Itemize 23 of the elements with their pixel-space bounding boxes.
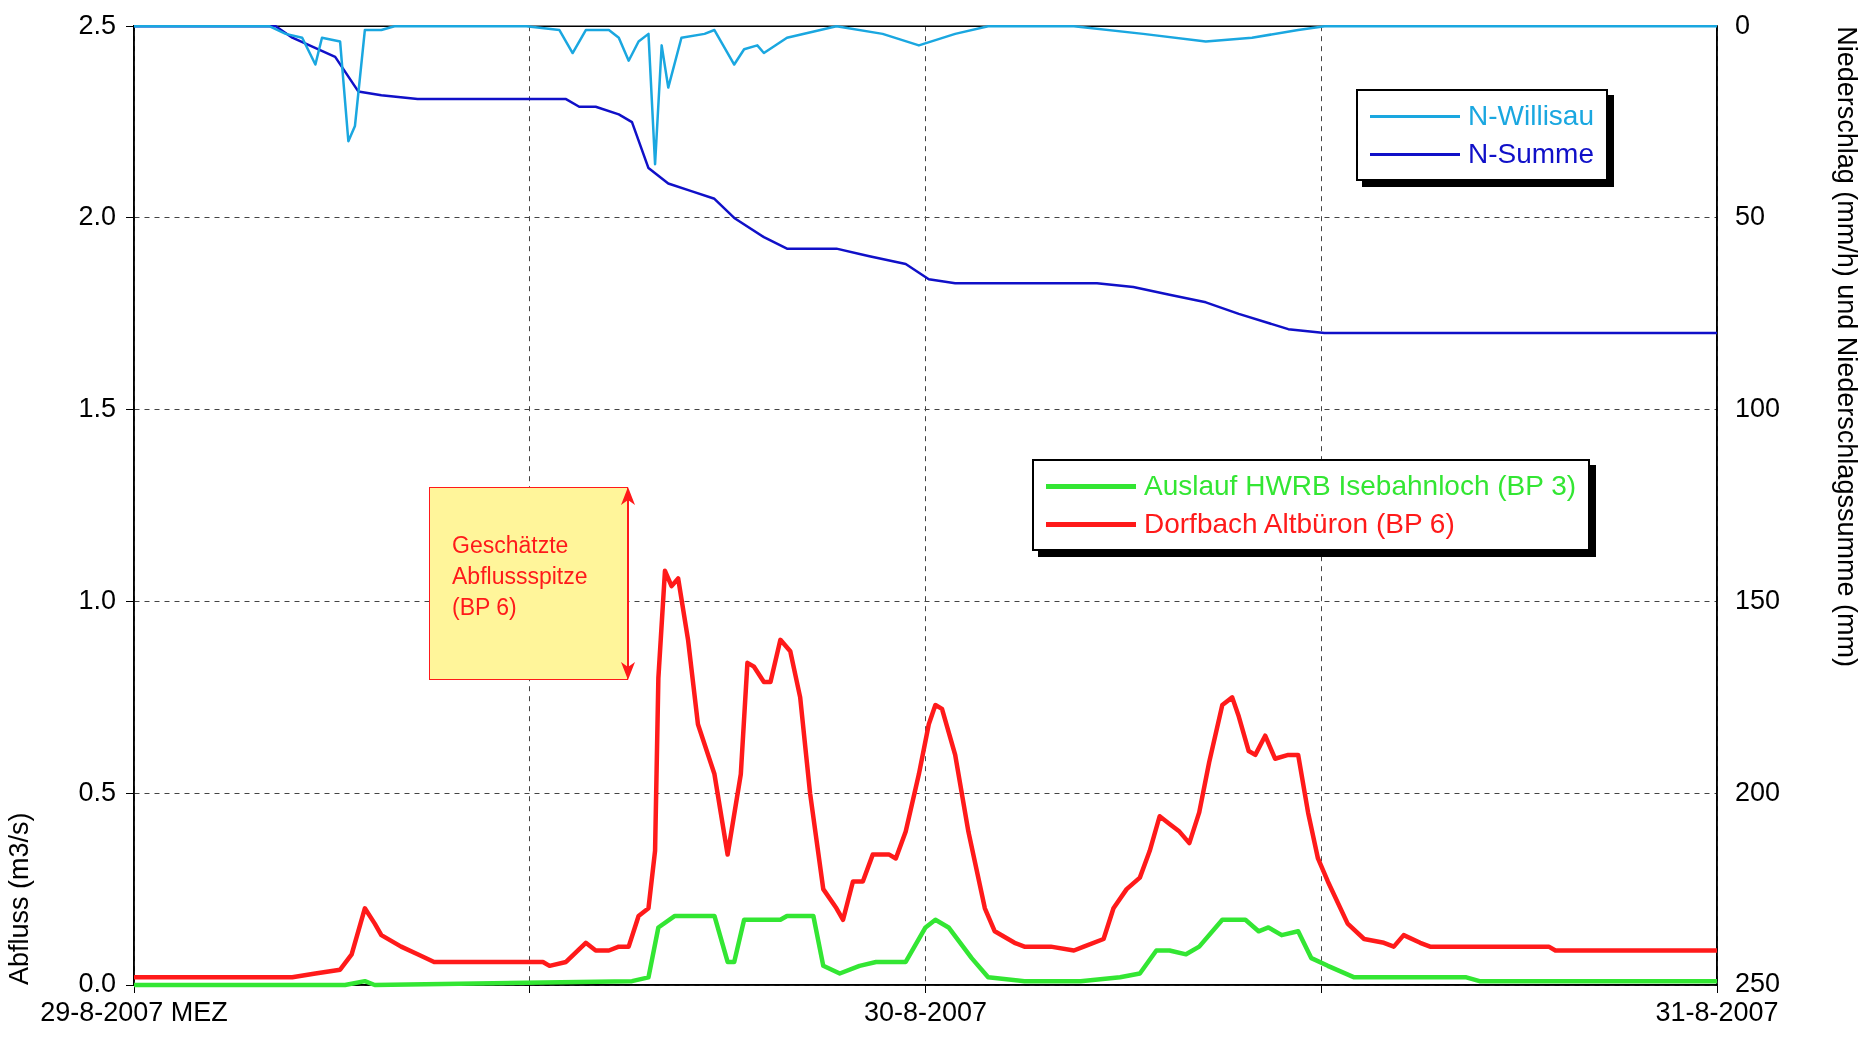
y2-axis-title: Niederschlag (mm/h) und Niederschlagssumme (mm) <box>1831 26 1862 667</box>
legend-label: Auslauf HWRB Isebahnloch (BP 3) <box>1144 470 1577 502</box>
note-box: Geschätzte Abflussspitze (BP 6) <box>429 487 628 680</box>
x-tick-label: 29-8-2007 MEZ <box>40 996 228 1027</box>
y-tick-label: 0.5 <box>78 776 116 807</box>
y-tick-label: 0.0 <box>78 968 116 999</box>
y-tick-label: 1.5 <box>78 393 116 424</box>
y-axis-title: Abfluss (m3/s) <box>3 812 34 985</box>
y2-tick-label: 0 <box>1735 9 1751 40</box>
legend-label: N-Summe <box>1468 138 1595 170</box>
y2-tick-label: 200 <box>1735 776 1781 807</box>
y2-tick-label: 250 <box>1735 968 1781 999</box>
legend-label: N-Willisau <box>1468 100 1594 132</box>
annotation: Geschätzte Abflussspitze (BP 6) <box>452 531 588 622</box>
legend-label: Dorfbach Altbüron (BP 6) <box>1144 508 1455 540</box>
y-tick-label: 2.5 <box>78 9 116 40</box>
y2-tick-label: 100 <box>1735 393 1781 424</box>
y-tick-label: 2.0 <box>78 201 116 232</box>
y2-tick-label: 150 <box>1735 584 1781 615</box>
y-tick-label: 1.0 <box>78 584 116 615</box>
x-tick-label: 31-8-2007 <box>1655 996 1779 1027</box>
y2-tick-label: 50 <box>1735 201 1766 232</box>
x-tick-label: 30-8-2007 <box>863 996 988 1027</box>
